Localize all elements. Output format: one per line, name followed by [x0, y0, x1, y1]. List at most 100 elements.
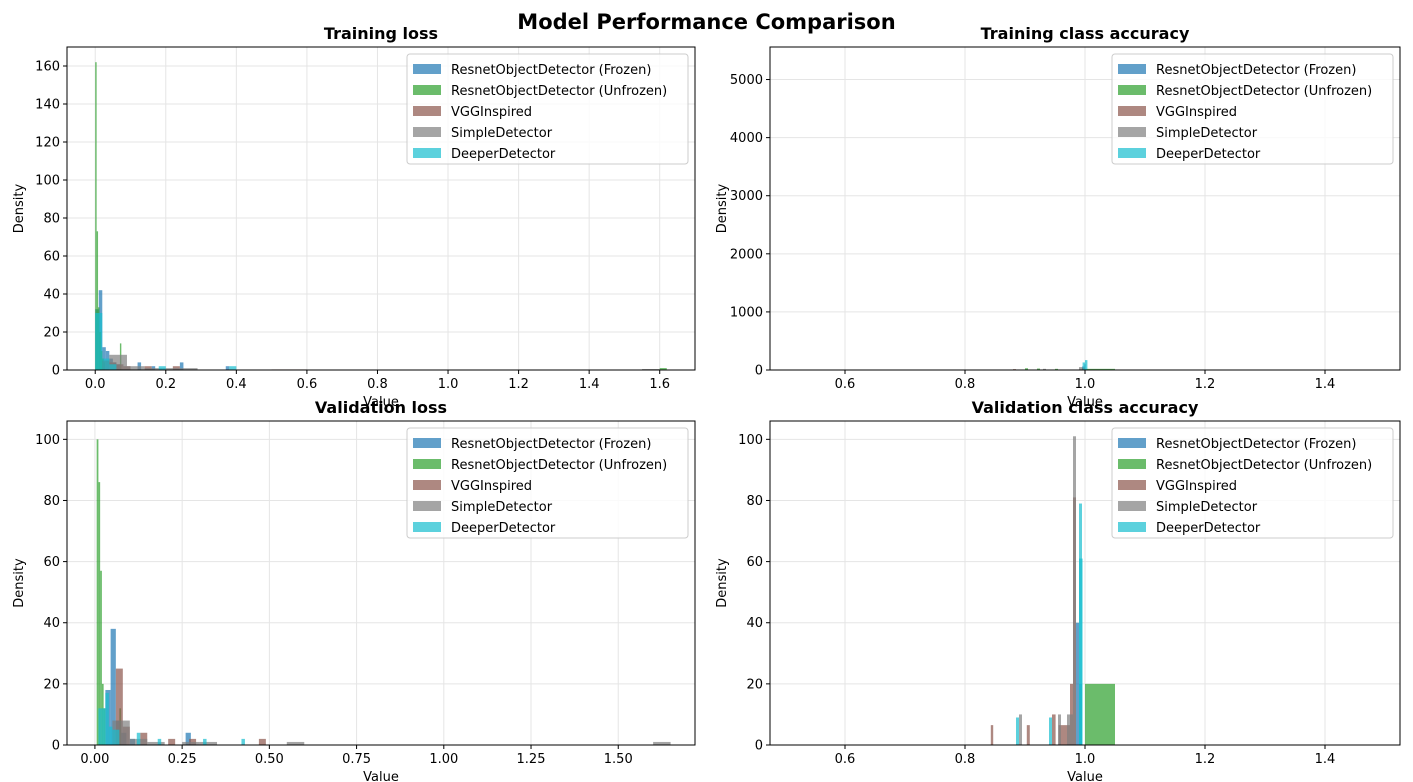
bar-0[interactable]	[1076, 622, 1079, 745]
x-tick-label: 0.6	[297, 377, 318, 392]
legend-swatch	[1118, 438, 1146, 448]
bar-1[interactable]	[1025, 368, 1028, 370]
bar-3[interactable]	[1043, 368, 1046, 370]
y-tick-label: 80	[43, 494, 60, 509]
legend-label: ResnetObjectDetector (Unfrozen)	[1156, 84, 1372, 99]
bar-4[interactable]	[112, 729, 116, 745]
x-tick-label: 1.2	[508, 377, 529, 392]
bar-3[interactable]	[1073, 436, 1076, 745]
bar-4[interactable]	[1079, 558, 1083, 745]
legend-label: DeeperDetector	[451, 147, 556, 162]
bar-3[interactable]	[126, 366, 145, 370]
legend-label: ResnetObjectDetector (Unfrozen)	[451, 84, 667, 99]
y-axis-label: Density	[12, 183, 27, 233]
y-tick-label: 140	[35, 98, 60, 113]
legend-box	[1111, 427, 1394, 539]
bar-1[interactable]	[100, 570, 102, 745]
legend-swatch	[413, 106, 441, 116]
bar-4[interactable]	[108, 726, 113, 745]
bar-3[interactable]	[1019, 714, 1022, 745]
legend-swatch	[413, 438, 441, 448]
bar-3[interactable]	[653, 741, 671, 745]
legend-label: VGGInspired	[1156, 105, 1237, 120]
y-tick-label: 40	[43, 288, 60, 303]
bar-4[interactable]	[102, 358, 110, 370]
bar-0[interactable]	[185, 732, 191, 745]
bar-4[interactable]	[157, 738, 162, 745]
y-tick-label: 20	[746, 677, 763, 692]
bar-4[interactable]	[109, 364, 117, 370]
bar-1[interactable]	[95, 62, 97, 370]
bar-3[interactable]	[199, 741, 218, 745]
bar-3[interactable]	[286, 741, 305, 745]
bar-4[interactable]	[115, 729, 120, 745]
bar-3[interactable]	[1079, 367, 1082, 370]
bar-1[interactable]	[1085, 683, 1115, 745]
bar-3[interactable]	[144, 368, 163, 370]
bar-2[interactable]	[990, 725, 994, 745]
bar-4[interactable]	[203, 738, 207, 745]
bar-2[interactable]	[115, 668, 123, 745]
x-axis-label: Value	[363, 770, 399, 782]
y-tick-label: 0	[52, 739, 60, 754]
panel-title: Validation class accuracy	[972, 398, 1199, 417]
bar-1[interactable]	[96, 231, 99, 370]
bars-group	[990, 436, 1115, 745]
bar-4[interactable]	[105, 693, 109, 745]
bars-group	[96, 439, 671, 745]
bar-0[interactable]	[179, 362, 184, 370]
y-tick-label: 60	[43, 555, 60, 570]
panel-0: 0.0 0.2 0.4 0.6 0.8 1.0 1.2 1.4 1.6 0 20 40 60 80 100 1…	[12, 24, 696, 410]
y-axis-label: Density	[12, 558, 27, 608]
bar-4[interactable]	[1085, 360, 1088, 370]
bar-3[interactable]	[1058, 714, 1061, 745]
bar-0[interactable]	[110, 628, 116, 745]
bar-2[interactable]	[1058, 725, 1070, 745]
bar-3[interactable]	[179, 368, 198, 370]
legend-swatch	[1118, 501, 1146, 511]
bar-1[interactable]	[1055, 368, 1058, 370]
bar-2[interactable]	[258, 738, 266, 745]
x-tick-label: 1.00	[429, 752, 458, 767]
bar-2[interactable]	[1026, 725, 1030, 745]
bar-4[interactable]	[95, 313, 103, 370]
legend: ResnetObjectDetector (Frozen) ResnetObjec…	[406, 53, 689, 165]
bar-2[interactable]	[168, 738, 176, 745]
y-tick-label: 60	[43, 250, 60, 265]
bar-0[interactable]	[225, 366, 230, 370]
bar-1[interactable]	[1037, 368, 1040, 370]
y-tick-label: 100	[35, 174, 60, 189]
x-tick-label: 0.8	[367, 377, 388, 392]
bar-1[interactable]	[1084, 368, 1115, 370]
y-tick-label: 80	[43, 212, 60, 227]
legend-label: SimpleDetector	[451, 126, 553, 141]
bar-4[interactable]	[136, 732, 141, 745]
panel-title: Validation loss	[315, 398, 447, 417]
panel-1: 0.6 0.8 1.0 1.2 1.4 0 1000 2000 3000 4000 5000 Trai…	[715, 24, 1401, 410]
bar-3[interactable]	[1067, 714, 1073, 745]
bar-1[interactable]	[98, 482, 101, 745]
bar-4[interactable]	[158, 366, 166, 370]
bar-4[interactable]	[229, 366, 237, 370]
legend-label: ResnetObjectDetector (Frozen)	[451, 63, 651, 78]
x-tick-label: 0.6	[835, 377, 856, 392]
legend-label: SimpleDetector	[1156, 500, 1258, 515]
bar-4[interactable]	[98, 708, 102, 745]
legend-box	[1111, 53, 1394, 165]
bar-3[interactable]	[182, 741, 200, 745]
bar-3[interactable]	[147, 741, 165, 745]
y-axis-label: Density	[715, 558, 730, 608]
bar-4[interactable]	[101, 708, 106, 745]
bar-4[interactable]	[1082, 362, 1085, 370]
bar-3[interactable]	[162, 368, 180, 370]
bar-2[interactable]	[1052, 714, 1056, 745]
bar-2[interactable]	[189, 738, 197, 745]
bar-4[interactable]	[1049, 717, 1052, 745]
y-tick-label: 40	[746, 616, 763, 631]
bar-1[interactable]	[96, 439, 99, 745]
bar-4[interactable]	[241, 738, 245, 745]
bar-4[interactable]	[1016, 717, 1019, 745]
bar-1[interactable]	[659, 368, 667, 370]
x-tick-label: 0.75	[342, 752, 371, 767]
